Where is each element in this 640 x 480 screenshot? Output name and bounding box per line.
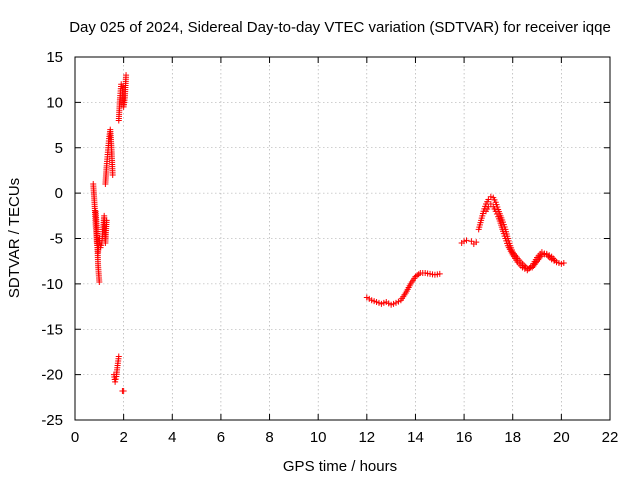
y-tick-label: 5 — [55, 140, 63, 157]
data-point — [560, 260, 567, 267]
x-tick-label: 0 — [71, 429, 79, 446]
y-tick-label: -15 — [41, 321, 63, 338]
x-axis-ticks: 0 2 4 6 8 10 12 14 16 18 20 22 — [71, 57, 619, 446]
x-tick-label: 16 — [456, 429, 473, 446]
data-point — [120, 387, 127, 394]
x-tick-label: 8 — [265, 429, 273, 446]
y-tick-label: -25 — [41, 412, 63, 429]
data-point — [112, 376, 119, 383]
data-point — [115, 353, 122, 360]
data-point — [123, 72, 130, 79]
x-tick-label: 22 — [602, 429, 619, 446]
x-tick-label: 4 — [168, 429, 176, 446]
data-points — [90, 72, 567, 394]
data-point — [436, 270, 443, 277]
grid-lines — [75, 57, 610, 420]
y-tick-label: 10 — [46, 94, 63, 111]
x-tick-label: 14 — [407, 429, 424, 446]
x-tick-label: 12 — [358, 429, 375, 446]
x-axis-label: GPS time / hours — [283, 458, 397, 475]
y-tick-label: 0 — [55, 185, 63, 202]
y-tick-label: -20 — [41, 367, 63, 384]
data-point — [463, 237, 470, 244]
x-tick-label: 10 — [310, 429, 327, 446]
x-tick-label: 6 — [217, 429, 225, 446]
data-point — [473, 239, 480, 246]
x-tick-label: 20 — [553, 429, 570, 446]
chart-title: Day 025 of 2024, Sidereal Day-to-day VTE… — [69, 19, 611, 36]
x-tick-label: 18 — [504, 429, 521, 446]
data-point — [109, 171, 116, 178]
data-point — [96, 279, 103, 286]
y-tick-label: -10 — [41, 276, 63, 293]
data-point — [493, 210, 500, 217]
data-point — [103, 217, 110, 224]
data-point — [112, 378, 119, 385]
x-tick-label: 2 — [119, 429, 127, 446]
y-axis-label: SDTVAR / TECUs — [6, 178, 23, 298]
data-point — [553, 259, 560, 266]
data-point — [492, 208, 499, 215]
y-tick-label: -5 — [50, 231, 63, 248]
y-axis-ticks: -25 -20 -15 -10 -5 0 5 10 15 — [41, 49, 610, 429]
y-tick-label: 15 — [46, 49, 63, 66]
